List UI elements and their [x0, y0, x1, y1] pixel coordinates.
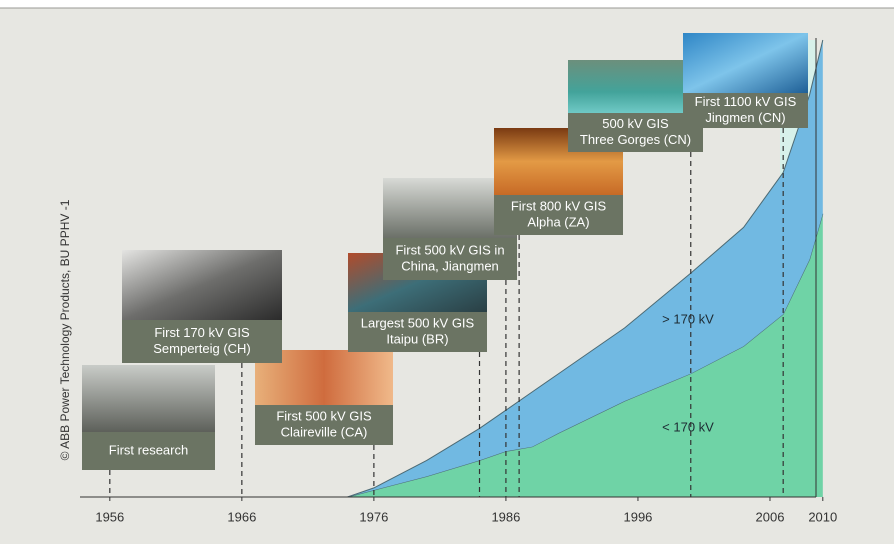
x-tick-label: 1966	[227, 509, 256, 524]
caption-box	[494, 195, 623, 235]
caption: First 500 kV GIS	[276, 408, 372, 423]
caption: Claireville (CA)	[281, 424, 368, 439]
x-tick-label: 1986	[491, 509, 520, 524]
caption: First 1100 kV GIS	[695, 94, 797, 109]
caption-box	[568, 113, 703, 152]
caption: Itaipu (BR)	[386, 331, 448, 346]
x-tick-label: 2006	[756, 509, 785, 524]
series-label: < 170 kV	[662, 419, 714, 434]
caption: First research	[109, 442, 188, 457]
caption: Largest 500 kV GIS	[361, 315, 475, 330]
caption-box	[348, 312, 487, 352]
x-tick-label: 1956	[95, 509, 124, 524]
caption: Alpha (ZA)	[527, 214, 589, 229]
caption: 500 kV GIS	[602, 116, 669, 131]
caption: Three Gorges (CN)	[580, 132, 691, 147]
x-tick-label: 1976	[359, 509, 388, 524]
photo	[683, 33, 808, 93]
photo	[82, 365, 215, 432]
photo	[568, 60, 703, 113]
caption: Semperteig (CH)	[153, 341, 251, 356]
caption: China, Jiangmen	[401, 258, 499, 273]
series-label: > 170 kV	[662, 311, 714, 326]
area-edge	[281, 39, 824, 498]
caption: First 800 kV GIS	[511, 198, 607, 213]
caption-box	[122, 320, 282, 363]
areas: > 170 kV < 170 kV	[281, 39, 824, 498]
guides	[109, 128, 784, 497]
caption-box	[383, 238, 517, 280]
caption-box	[683, 93, 808, 128]
photo	[122, 250, 282, 320]
labels: First research First 170 kV GISSemperteig…	[82, 93, 808, 470]
caption: First 170 kV GIS	[154, 325, 250, 340]
caption-box	[82, 432, 215, 470]
caption: First 500 kV GIS in	[395, 242, 504, 257]
caption: Jingmen (CN)	[705, 110, 785, 125]
x-tick-label: 1996	[623, 509, 652, 524]
area	[281, 213, 823, 497]
caption-box	[255, 405, 393, 445]
x-tick-label: 2010	[808, 509, 837, 524]
credit: © ABB Power Technology Products, BU PPHV…	[58, 199, 72, 460]
area	[281, 40, 823, 497]
